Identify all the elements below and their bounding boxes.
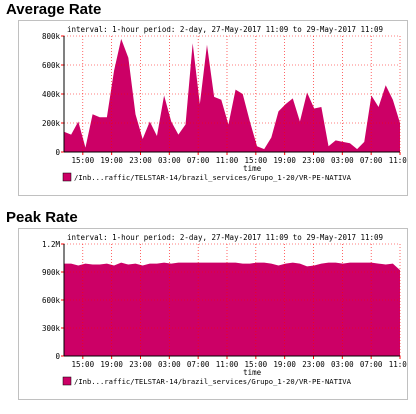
peak-y-tick-label: 0 [55,352,60,361]
average-x-tick-label: 23:00 [129,156,152,165]
peak-x-tick-label: 03:00 [331,360,354,369]
average-x-tick-label: 07:00 [360,156,383,165]
peak-x-tick-label: 19:00 [273,360,296,369]
peak-x-tick-label: 07:00 [360,360,383,369]
average-series-area [64,38,400,152]
peak-series-area [64,262,400,356]
average-x-tick-label: 03:00 [158,156,181,165]
peak-x-tick-label: 15:00 [245,360,268,369]
peak-x-tick-label: 15:00 [72,360,95,369]
peak-x-tick-label: 07:00 [187,360,210,369]
peak-rate-title: Peak Rate [6,209,78,226]
peak-rate-chart: interval: 1-hour period: 2-day, 27-May-2… [18,228,412,400]
peak-x-tick-label: 11:00 [389,360,407,369]
average-y-tick-label: 600k [42,61,61,70]
peak-y-tick-label: 1.2M [42,240,61,249]
peak-x-tick-label: 03:00 [158,360,181,369]
average-subtitle: interval: 1-hour period: 2-day, 27-May-2… [67,25,383,34]
peak-x-axis-label: time [243,368,262,377]
average-x-tick-label: 11:00 [389,156,407,165]
average-x-tick-label: 11:00 [216,156,239,165]
peak-subtitle: interval: 1-hour period: 2-day, 27-May-2… [67,233,383,242]
peak-legend-swatch [62,376,72,386]
peak-x-tick-label: 19:00 [100,360,123,369]
average-x-tick-label: 23:00 [302,156,325,165]
average-legend-label: /Inb...raffic/TELSTAR-14/brazil_services… [74,173,352,182]
average-y-tick-label: 800k [42,32,61,41]
average-x-tick-label: 15:00 [245,156,268,165]
average-y-tick-label: 400k [42,90,61,99]
average-y-tick-label: 0 [55,148,60,157]
average-y-tick-label: 200k [42,119,61,128]
average-legend-swatch [62,172,72,182]
peak-x-tick-label: 11:00 [216,360,239,369]
average-rate-plot: interval: 1-hour period: 2-day, 27-May-2… [42,25,412,182]
peak-x-tick-label: 23:00 [129,360,152,369]
peak-rate-plot: interval: 1-hour period: 2-day, 27-May-2… [42,233,412,386]
average-x-tick-label: 19:00 [273,156,296,165]
average-x-tick-label: 07:00 [187,156,210,165]
peak-x-tick-label: 23:00 [302,360,325,369]
average-x-tick-label: 19:00 [100,156,123,165]
average-x-tick-label: 03:00 [331,156,354,165]
average-x-axis-label: time [243,164,262,173]
peak-y-tick-label: 300k [42,324,61,333]
average-rate-title: Average Rate [6,1,102,18]
peak-y-tick-label: 900k [42,268,61,277]
peak-legend-label: /Inb...raffic/TELSTAR-14/brazil_services… [74,377,352,386]
average-x-tick-label: 15:00 [72,156,95,165]
average-rate-chart: interval: 1-hour period: 2-day, 27-May-2… [18,20,412,196]
peak-y-tick-label: 600k [42,296,61,305]
